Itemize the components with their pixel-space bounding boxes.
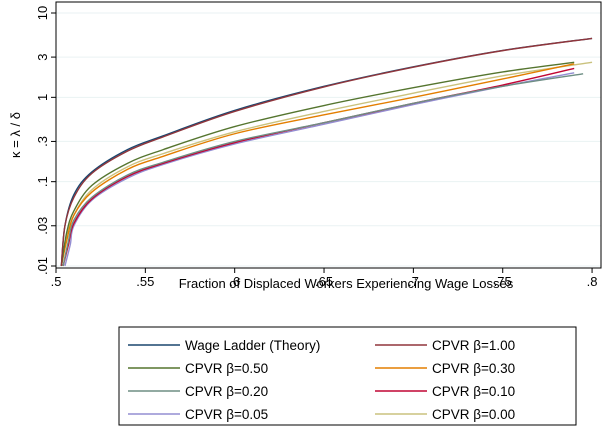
legend-label-0: Wage Ladder (Theory) (185, 338, 320, 353)
x-tick-label: .75 (494, 274, 512, 289)
legend-label-5: CPVR β=0.10 (432, 384, 515, 399)
x-tick-label: .7 (408, 274, 419, 289)
x-tick-label: .8 (587, 274, 598, 289)
y-tick-label: .03 (35, 217, 50, 235)
y-tick-label: 3 (35, 53, 50, 60)
x-tick-label: .65 (315, 274, 333, 289)
legend: Wage Ladder (Theory) CPVR β=1.00 CPVR β=0.… (118, 326, 577, 426)
x-axis-title: Fraction of Displaced Workers Experienci… (179, 276, 514, 291)
legend-label-3: CPVR β=0.30 (432, 361, 515, 376)
y-tick-label: .01 (35, 257, 50, 275)
legend-label-4: CPVR β=0.20 (185, 384, 268, 399)
series-line-2 (60, 61, 575, 267)
series-line-3 (60, 63, 575, 267)
y-tick-label: 1 (35, 94, 50, 101)
series-line-1 (60, 37, 593, 267)
legend-box (118, 326, 577, 426)
y-tick-label: .1 (35, 176, 50, 187)
series-line-4 (62, 73, 584, 267)
legend-label-2: CPVR β=0.50 (185, 361, 268, 376)
x-tick-label: .6 (229, 274, 240, 289)
plot-frame (55, 1, 602, 269)
x-tick-label: .55 (136, 274, 154, 289)
legend-label-7: CPVR β=0.00 (432, 407, 515, 422)
y-axis-title: κ = λ / δ (8, 112, 23, 158)
axes: .01 .03 .1 .3 1 3 10 .5 .55 .6 .65 .7 .75 .8 (35, 6, 597, 289)
y-tick-label: .3 (35, 136, 50, 147)
y-tick-label: 10 (35, 6, 50, 20)
series-lines (60, 37, 593, 267)
x-tick-label: .5 (51, 274, 62, 289)
legend-label-1: CPVR β=1.00 (432, 338, 515, 353)
series-line-6 (64, 72, 575, 267)
legend-label-6: CPVR β=0.05 (185, 407, 268, 422)
